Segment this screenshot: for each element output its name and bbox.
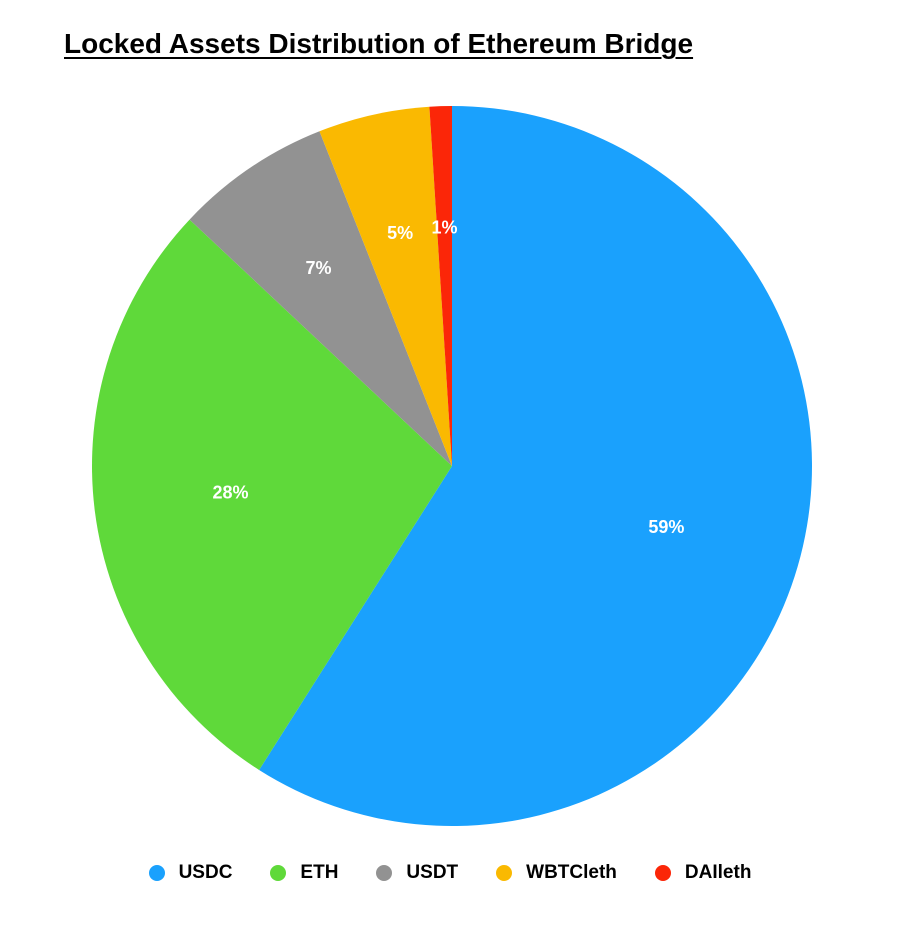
legend-label: DAIleth — [684, 862, 752, 883]
legend-item-usdt: USDT — [376, 862, 458, 884]
legend-item-daileth: DAIleth — [654, 862, 752, 884]
slice-label-eth: 28% — [213, 483, 249, 503]
legend: USDC ETH USDT WBTCleth DAIleth — [0, 862, 900, 884]
slice-label-usdt: 7% — [305, 258, 331, 278]
slice-label-daileth: 1% — [432, 217, 458, 237]
legend-item-wbtcleth: WBTCleth — [496, 862, 617, 884]
slice-label-usdc: 59% — [648, 517, 684, 537]
chart-title: Locked Assets Distribution of Ethereum B… — [64, 28, 694, 59]
slice-label-wbtcleth: 5% — [387, 223, 413, 243]
legend-label: USDT — [406, 862, 459, 883]
legend-swatch — [376, 865, 393, 881]
pie-slice-daileth — [429, 106, 452, 466]
pie-slice-eth — [91, 219, 452, 770]
legend-label: ETH — [300, 862, 339, 883]
legend-item-usdc: USDC — [148, 862, 233, 884]
legend-label: WBTCleth — [526, 862, 617, 883]
legend-swatch — [654, 865, 671, 881]
legend-swatch — [270, 865, 287, 881]
pie-slice-usdt — [189, 131, 452, 467]
legend-swatch — [148, 865, 165, 881]
pie-slice-usdc — [259, 106, 812, 826]
pie-slice-wbtcleth — [319, 106, 452, 466]
legend-swatch — [496, 865, 513, 881]
legend-item-eth: ETH — [270, 862, 338, 884]
legend-label: USDC — [178, 862, 233, 883]
